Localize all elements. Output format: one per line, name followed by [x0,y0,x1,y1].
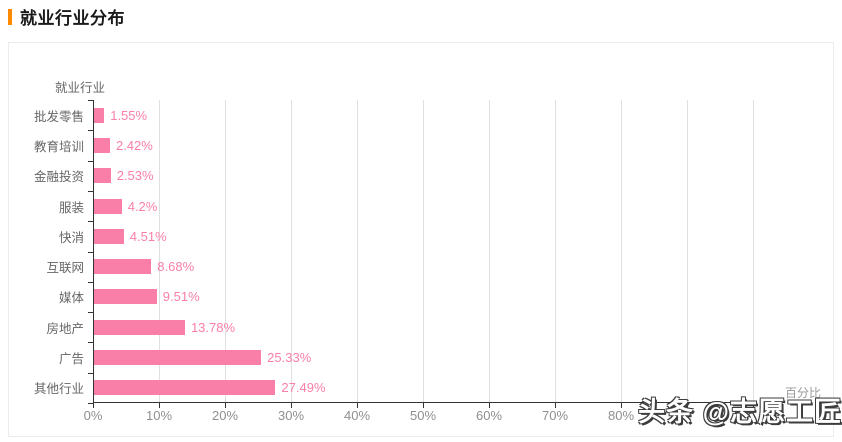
x-axis-tick [159,403,160,408]
x-tick-label: 40% [343,408,371,423]
x-axis-tick [489,403,490,408]
y-axis-tick [88,130,93,131]
page-title-bar: 就业行业分布 [8,4,125,29]
y-axis-tick [88,100,93,101]
x-tick-label: 0% [83,408,103,423]
y-axis-tick [88,312,93,313]
y-axis-tick [88,373,93,374]
x-axis-line [93,402,754,403]
x-tick-label: 30% [277,408,305,423]
bar-value-label: 1.55% [110,107,148,123]
bar-row: 广告 25.33% [59,342,753,372]
gridline [621,100,622,403]
bar-value-label: 4.2% [127,198,158,214]
category-label: 服装 [58,200,84,215]
x-tick-label: 10% [145,408,173,423]
bar-row: 批发零售 1.55% [34,100,753,130]
bar-value-label: 13.78% [190,319,236,335]
bar-row: 其他行业 27.49% [34,373,753,403]
bar [94,198,122,214]
bar [94,228,124,244]
bar [94,380,276,396]
y-axis-tick [88,342,93,343]
gridline [357,100,358,403]
gridline [225,100,226,403]
x-tick-label: 20% [211,408,239,423]
x-tick-label: 80% [607,408,635,423]
gridline [423,100,424,403]
x-axis-tick [423,403,424,408]
bar [94,107,105,123]
bar [94,137,110,153]
page-title: 就业行业分布 [20,9,125,28]
x-tick-label: 60% [475,408,503,423]
x-axis-tick [291,403,292,408]
category-label: 广告 [58,352,84,367]
y-axis-tick [88,252,93,253]
y-axis-tick [88,161,93,162]
bar [94,319,185,335]
chart-card [8,42,834,437]
x-tick-label: 70% [541,408,569,423]
gridline [489,100,490,403]
gridline [159,100,160,403]
bar [94,259,152,275]
bar-value-label: 2.42% [115,137,153,153]
y-axis-name: 就业行业 [55,81,106,95]
y-axis-tick [88,191,93,192]
bar-row: 快消 4.51% [59,221,753,251]
gridline [555,100,556,403]
category-label: 媒体 [58,291,84,306]
bar-value-label: 8.68% [157,259,195,275]
category-label: 房地产 [46,321,84,336]
bar-row: 金融投资 2.53% [34,161,753,191]
bar-row: 媒体 9.51% [59,282,753,312]
x-axis-tick [753,403,754,408]
x-axis-tick [357,403,358,408]
x-axis-tick [621,403,622,408]
bar-value-label: 9.51% [162,289,200,305]
y-axis-line [93,100,94,403]
gridline [687,100,688,403]
bar [94,168,111,184]
bar-value-label: 2.53% [116,168,154,184]
x-axis-tick [225,403,226,408]
y-axis-tick [88,403,93,404]
bar-row: 教育培训 2.42% [34,130,753,160]
gridline [291,100,292,403]
category-label: 互联网 [46,261,84,276]
bar-row: 房地产 13.78% [46,312,753,342]
category-label: 金融投资 [33,170,84,185]
bar-row: 互联网 8.68% [46,252,753,282]
x-axis-tick [93,403,94,408]
category-label: 快消 [58,230,84,245]
bar-value-label: 4.51% [129,228,167,244]
bar-value-label: 27.49% [281,380,326,396]
x-tick-label: 50% [409,408,437,423]
x-axis-tick [555,403,556,408]
bar-value-label: 25.33% [267,350,312,366]
watermark: 头条 @志愿工匠 [638,397,842,427]
category-label: 批发零售 [33,109,84,124]
bar-row: 服装 4.2% [59,191,753,221]
x-axis-tick [687,403,688,408]
category-label: 其他行业 [33,382,84,397]
y-axis-tick [88,221,93,222]
bar [94,289,157,305]
category-label: 教育培训 [33,139,84,154]
y-axis-tick [88,282,93,283]
title-accent-bar [8,8,12,25]
x-axis-name: 百分比 [785,386,822,400]
bar [94,350,262,366]
gridline [753,100,754,403]
bar-chart-plot-area: 批发零售 1.55% 教育培训 2.42% 金融投资 2.53% 服装 4.2%… [34,100,754,423]
